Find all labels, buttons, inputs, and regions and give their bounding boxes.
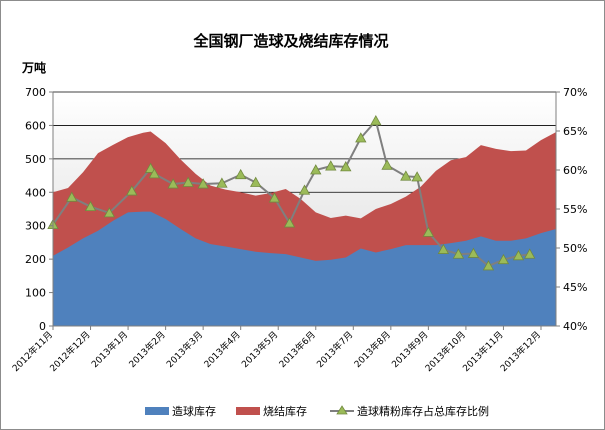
y2-tick-label: 45% (563, 281, 587, 294)
ratio-point-24 (422, 226, 435, 237)
legend-label-pellet: 造球库存 (172, 404, 216, 418)
ratio-point-9 (197, 178, 209, 189)
x-tick-label: 2013年5月 (239, 329, 280, 370)
x-tick-label: 2013年12月 (498, 329, 544, 375)
legend-label-sinter: 烧结库存 (263, 404, 307, 418)
ratio-point-7 (167, 178, 179, 189)
ratio-point-14 (283, 217, 296, 228)
x-tick-label: 2013年8月 (351, 329, 392, 370)
x-tick-label: 2013年3月 (164, 329, 205, 370)
x-tick-label: 2012年12月 (47, 329, 93, 375)
ratio-point-20 (370, 115, 382, 126)
ratio-point-5 (144, 162, 157, 173)
y2-tick-label: 65% (563, 125, 587, 138)
ratio-point-13 (268, 192, 281, 203)
y-axis-unit-label: 万吨 (21, 60, 46, 75)
y2-tick-label: 50% (563, 242, 587, 255)
x-tick-label: 2013年1月 (89, 329, 130, 370)
ratio-point-18 (340, 161, 352, 172)
ratio-point-6 (148, 168, 161, 179)
ratio-point-12 (250, 176, 262, 187)
y-tick-label: 400 (25, 186, 46, 199)
ratio-point-1 (66, 191, 78, 202)
ratio-point-17 (325, 160, 337, 171)
y2-tick-label: 40% (563, 320, 587, 333)
ratio-point-15 (298, 184, 311, 195)
y-tick-label: 100 (25, 287, 46, 300)
ratio-point-31 (524, 248, 536, 259)
y-tick-label: 200 (25, 253, 46, 266)
legend-marker-ratio (336, 405, 348, 415)
ratio-line-series (47, 115, 536, 271)
y2-tick-label: 55% (563, 203, 587, 216)
ratio-point-29 (497, 253, 510, 265)
ratio-point-2 (84, 200, 97, 212)
ratio-point-25 (437, 243, 450, 254)
area-pellet-inventory (53, 211, 556, 326)
x-tick-label: 2013年6月 (276, 329, 317, 370)
ratio-point-19 (355, 132, 367, 143)
y-tick-label: 300 (25, 220, 46, 233)
ratio-point-8 (182, 176, 194, 187)
y-tick-label: 0 (39, 320, 46, 333)
y-tick-label: 600 (25, 119, 46, 132)
x-tick-label: 2013年7月 (314, 329, 355, 370)
legend-swatch-sinter (236, 407, 260, 415)
ratio-point-16 (310, 164, 322, 175)
y2-tick-label: 60% (563, 164, 587, 177)
x-tick-label: 2013年2月 (126, 329, 167, 370)
ratio-point-4 (126, 185, 138, 196)
y-tick-label: 500 (25, 153, 46, 166)
ratio-point-27 (467, 247, 480, 258)
ratio-point-21 (381, 159, 393, 170)
chart-title: 全国钢厂造球及烧结库存情况 (192, 32, 388, 50)
legend-swatch-pellet (145, 407, 169, 415)
ratio-point-10 (216, 177, 228, 188)
ratio-point-30 (512, 249, 525, 261)
ratio-point-3 (103, 207, 115, 218)
legend-label-ratio: 造球精粉库存占总库存比例 (357, 404, 489, 418)
ratio-point-11 (235, 168, 247, 180)
ratio-point-22 (400, 170, 412, 181)
stacked-areas (53, 131, 556, 326)
x-tick-label: 2013年4月 (201, 329, 242, 370)
y-tick-label: 700 (25, 86, 46, 99)
legend: 造球库存 烧结库存 造球精粉库存占总库存比例 (145, 404, 489, 418)
ratio-point-26 (452, 248, 465, 259)
ratio-point-23 (411, 171, 423, 182)
x-tick-label: 2013年9月 (389, 329, 430, 370)
y2-tick-label: 70% (563, 86, 587, 99)
ratio-point-28 (482, 260, 495, 271)
